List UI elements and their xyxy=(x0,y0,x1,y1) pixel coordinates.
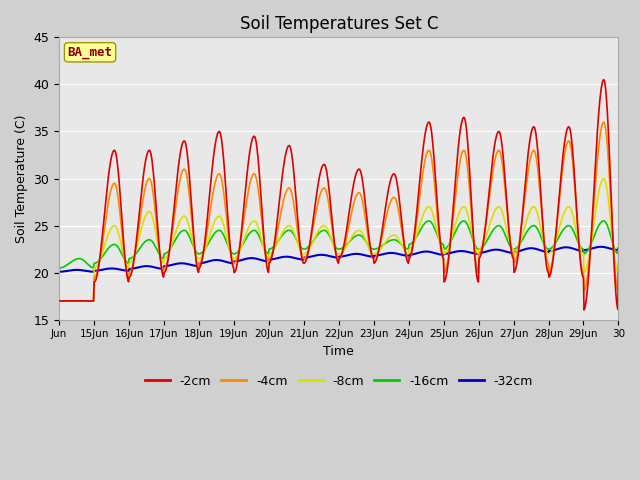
-32cm xyxy=(55,269,63,275)
-8cm xyxy=(587,245,595,251)
-16cm xyxy=(587,241,595,247)
-16cm xyxy=(385,239,392,244)
-2cm xyxy=(159,273,167,279)
-4cm xyxy=(587,244,595,250)
X-axis label: Time: Time xyxy=(323,345,354,358)
Line: -8cm: -8cm xyxy=(59,179,618,301)
-2cm xyxy=(287,149,295,155)
-2cm xyxy=(596,98,604,104)
-2cm xyxy=(55,298,63,304)
-16cm xyxy=(614,246,622,252)
-32cm xyxy=(82,268,90,274)
-2cm xyxy=(614,270,622,276)
-16cm xyxy=(596,221,604,227)
-8cm xyxy=(595,187,603,192)
-8cm xyxy=(287,224,295,230)
-2cm xyxy=(580,307,588,313)
-32cm xyxy=(159,266,167,272)
Line: -32cm: -32cm xyxy=(59,247,618,272)
-4cm xyxy=(614,260,622,266)
-2cm xyxy=(600,77,608,83)
-16cm xyxy=(55,265,63,271)
-4cm xyxy=(595,140,603,145)
-2cm xyxy=(82,298,90,304)
-16cm xyxy=(287,228,295,234)
-16cm xyxy=(82,260,90,265)
Line: -2cm: -2cm xyxy=(59,80,618,310)
Legend: -2cm, -4cm, -8cm, -16cm, -32cm: -2cm, -4cm, -8cm, -16cm, -32cm xyxy=(140,370,538,393)
-4cm xyxy=(287,189,295,194)
-2cm xyxy=(587,237,595,243)
-8cm xyxy=(159,260,167,265)
-4cm xyxy=(55,298,63,304)
-32cm xyxy=(385,250,392,256)
-8cm xyxy=(614,251,622,257)
Y-axis label: Soil Temperature (C): Soil Temperature (C) xyxy=(15,114,28,243)
-8cm xyxy=(385,235,392,241)
Text: BA_met: BA_met xyxy=(68,46,113,59)
-4cm xyxy=(600,119,608,125)
-32cm xyxy=(614,245,622,251)
-4cm xyxy=(82,298,90,304)
-2cm xyxy=(385,186,392,192)
-16cm xyxy=(460,218,468,224)
-8cm xyxy=(82,298,90,304)
-32cm xyxy=(595,244,603,250)
-4cm xyxy=(385,204,392,210)
-32cm xyxy=(587,246,595,252)
Line: -4cm: -4cm xyxy=(59,122,618,301)
-8cm xyxy=(55,298,63,304)
-32cm xyxy=(597,244,605,250)
-4cm xyxy=(159,269,167,275)
Title: Soil Temperatures Set C: Soil Temperatures Set C xyxy=(239,15,438,33)
-16cm xyxy=(159,255,167,261)
-8cm xyxy=(600,176,608,181)
-32cm xyxy=(287,254,295,260)
Line: -16cm: -16cm xyxy=(59,221,618,268)
